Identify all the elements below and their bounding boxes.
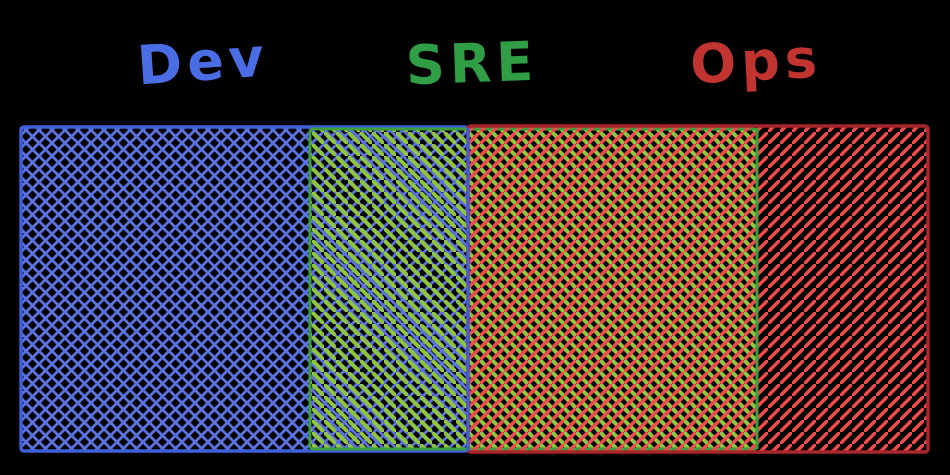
label-sre: SRE <box>404 29 540 98</box>
label-dev: Dev <box>135 25 271 98</box>
label-ops: Ops <box>688 26 824 97</box>
ops-band <box>466 124 930 454</box>
